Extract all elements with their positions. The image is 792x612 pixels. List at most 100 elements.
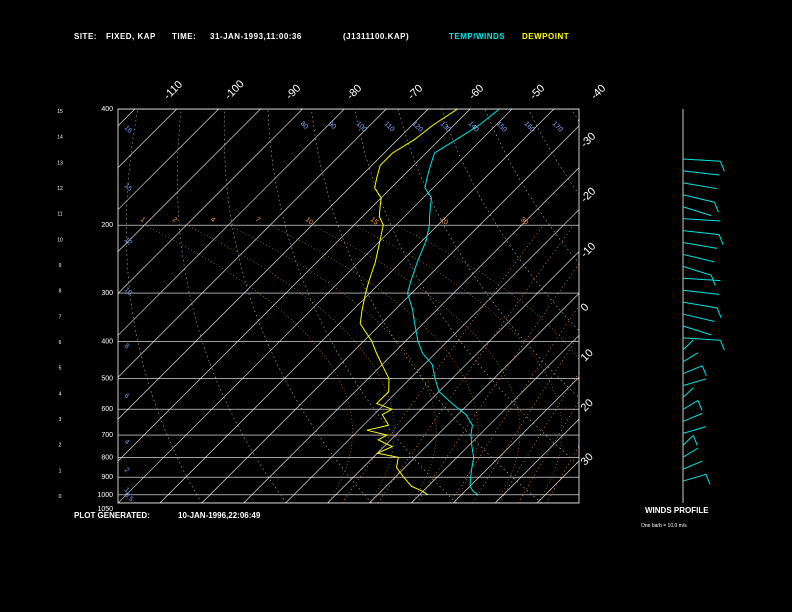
wind-barb-shaft bbox=[682, 253, 715, 263]
mixing-ratio-line bbox=[449, 305, 579, 503]
mixing-ratio-label: 30 bbox=[519, 216, 530, 226]
pressure-label: 700 bbox=[101, 432, 113, 439]
height-km-label: 12 bbox=[123, 236, 134, 247]
theta-label: 160 bbox=[523, 120, 536, 133]
height-km-label: 10 bbox=[123, 286, 134, 297]
isotherm-line bbox=[118, 109, 136, 127]
top-temp-tick-label: -80 bbox=[345, 82, 365, 102]
isotherm-line bbox=[159, 109, 555, 503]
dry-adiabat-line bbox=[223, 109, 372, 503]
wind-barb-shaft bbox=[682, 352, 699, 363]
mixing-ratio-line bbox=[518, 400, 579, 503]
height-tick-label: 3 bbox=[59, 417, 62, 423]
isotherm-line bbox=[663, 109, 792, 503]
pressure-label: 400 bbox=[101, 106, 113, 113]
plot-generated-label: PLOT GENERATED: bbox=[74, 511, 150, 520]
theta-label: 170 bbox=[551, 120, 564, 133]
wind-barb-shaft bbox=[682, 447, 699, 458]
wind-barb-shaft bbox=[682, 399, 699, 410]
height-km-label: 2 bbox=[123, 466, 131, 474]
isotherm-line bbox=[494, 418, 579, 503]
wind-barb-shaft bbox=[682, 339, 694, 351]
top-temp-tick-label: -60 bbox=[467, 82, 487, 102]
mixing-ratio-label: 10 bbox=[304, 216, 315, 226]
isotherm-line bbox=[118, 109, 303, 294]
top-temp-tick-label: -100 bbox=[223, 78, 247, 102]
height-tick-label: 12 bbox=[57, 186, 63, 192]
dry-adiabat-line bbox=[311, 109, 542, 503]
moist-adiabat-line bbox=[186, 224, 395, 503]
dry-adiabat-line bbox=[126, 109, 202, 503]
dry-adiabat-line bbox=[176, 109, 287, 503]
plot-frame bbox=[117, 108, 580, 504]
top-temp-tick-label: -110 bbox=[162, 79, 185, 102]
theta-label: 130 bbox=[439, 120, 452, 133]
top-temp-tick-label: -40 bbox=[589, 82, 609, 102]
height-tick-label: 10 bbox=[57, 237, 63, 243]
theta-label: 120 bbox=[411, 120, 424, 133]
dry-adiabat-line bbox=[789, 109, 792, 503]
wind-barb-shaft bbox=[682, 337, 721, 341]
pressure-label: 800 bbox=[101, 454, 113, 461]
wind-barb-flag bbox=[716, 307, 722, 319]
top-temp-tick-label: -90 bbox=[284, 82, 304, 102]
isotherm-line bbox=[453, 376, 579, 503]
dry-adiabat-line bbox=[702, 109, 792, 503]
pressure-label: 1050 bbox=[97, 506, 113, 513]
height-tick-label: 2 bbox=[59, 443, 62, 449]
right-temp-tick-label: 20 bbox=[579, 397, 596, 414]
wind-barb-shaft bbox=[682, 182, 718, 190]
wind-barb-shaft bbox=[682, 387, 694, 398]
pressure-label: 500 bbox=[101, 376, 113, 383]
pressure-label: 300 bbox=[101, 290, 113, 297]
height-tick-label: 7 bbox=[59, 314, 62, 320]
right-temp-tick-label: -10 bbox=[579, 240, 599, 260]
dewpoint-trace bbox=[359, 109, 458, 496]
wind-barb-flag bbox=[701, 365, 707, 376]
site-value: FIXED, KAP bbox=[106, 32, 156, 41]
moist-adiabat-line bbox=[228, 224, 437, 503]
wind-barb-shaft bbox=[682, 412, 703, 422]
dry-adiabat-line bbox=[571, 109, 579, 123]
dry-adiabat-line bbox=[745, 109, 792, 503]
pressure-label: 1000 bbox=[97, 492, 113, 499]
wind-barb-flag bbox=[705, 474, 711, 485]
legend-dewpoint: DEWPOINT bbox=[522, 32, 570, 41]
height-km-label: 4 bbox=[123, 438, 131, 446]
legend-temp-winds: TEMP/WINDS bbox=[449, 32, 506, 41]
isotherm-line bbox=[536, 460, 579, 503]
wind-barb-shaft bbox=[682, 230, 720, 236]
mixing-ratio-label: 15 bbox=[369, 216, 380, 226]
file-id: (J1311100.KAP) bbox=[343, 32, 410, 41]
dry-adiabat-line bbox=[659, 109, 792, 503]
moist-adiabat-line bbox=[311, 224, 521, 503]
wind-barb-shaft bbox=[682, 313, 715, 322]
isotherm-line bbox=[118, 109, 471, 462]
plot-area bbox=[118, 109, 792, 503]
wind-barb-shaft bbox=[682, 206, 712, 217]
wind-barb-shaft bbox=[682, 378, 707, 387]
mixing-ratio-line bbox=[498, 371, 579, 503]
isotherm-line bbox=[118, 109, 513, 503]
height-tick-label: 13 bbox=[57, 160, 63, 166]
pressure-label: 600 bbox=[101, 406, 113, 413]
dry-adiabat-line bbox=[397, 109, 579, 399]
isotherm-line bbox=[118, 109, 429, 420]
mixing-ratio-label: 4 bbox=[209, 216, 217, 224]
wind-barb-shaft bbox=[682, 365, 703, 375]
height-tick-label: 1 bbox=[59, 468, 62, 474]
time-label: TIME: bbox=[172, 32, 197, 41]
moist-adiabat-line bbox=[353, 224, 563, 503]
wind-barb-flag bbox=[697, 400, 703, 411]
height-km-label: 8 bbox=[123, 342, 131, 350]
isotherm-line bbox=[118, 109, 261, 252]
wind-barb-shaft bbox=[682, 435, 694, 446]
wind-barb-shaft bbox=[682, 301, 718, 309]
site-label: SITE: bbox=[74, 32, 97, 41]
winds-profile-label: WINDS PROFILE bbox=[645, 506, 709, 515]
mixing-ratio-line bbox=[416, 263, 579, 503]
wind-barb-flag bbox=[692, 435, 698, 446]
mixing-ratio-label: 20 bbox=[439, 216, 450, 226]
isotherm-line bbox=[578, 502, 579, 503]
